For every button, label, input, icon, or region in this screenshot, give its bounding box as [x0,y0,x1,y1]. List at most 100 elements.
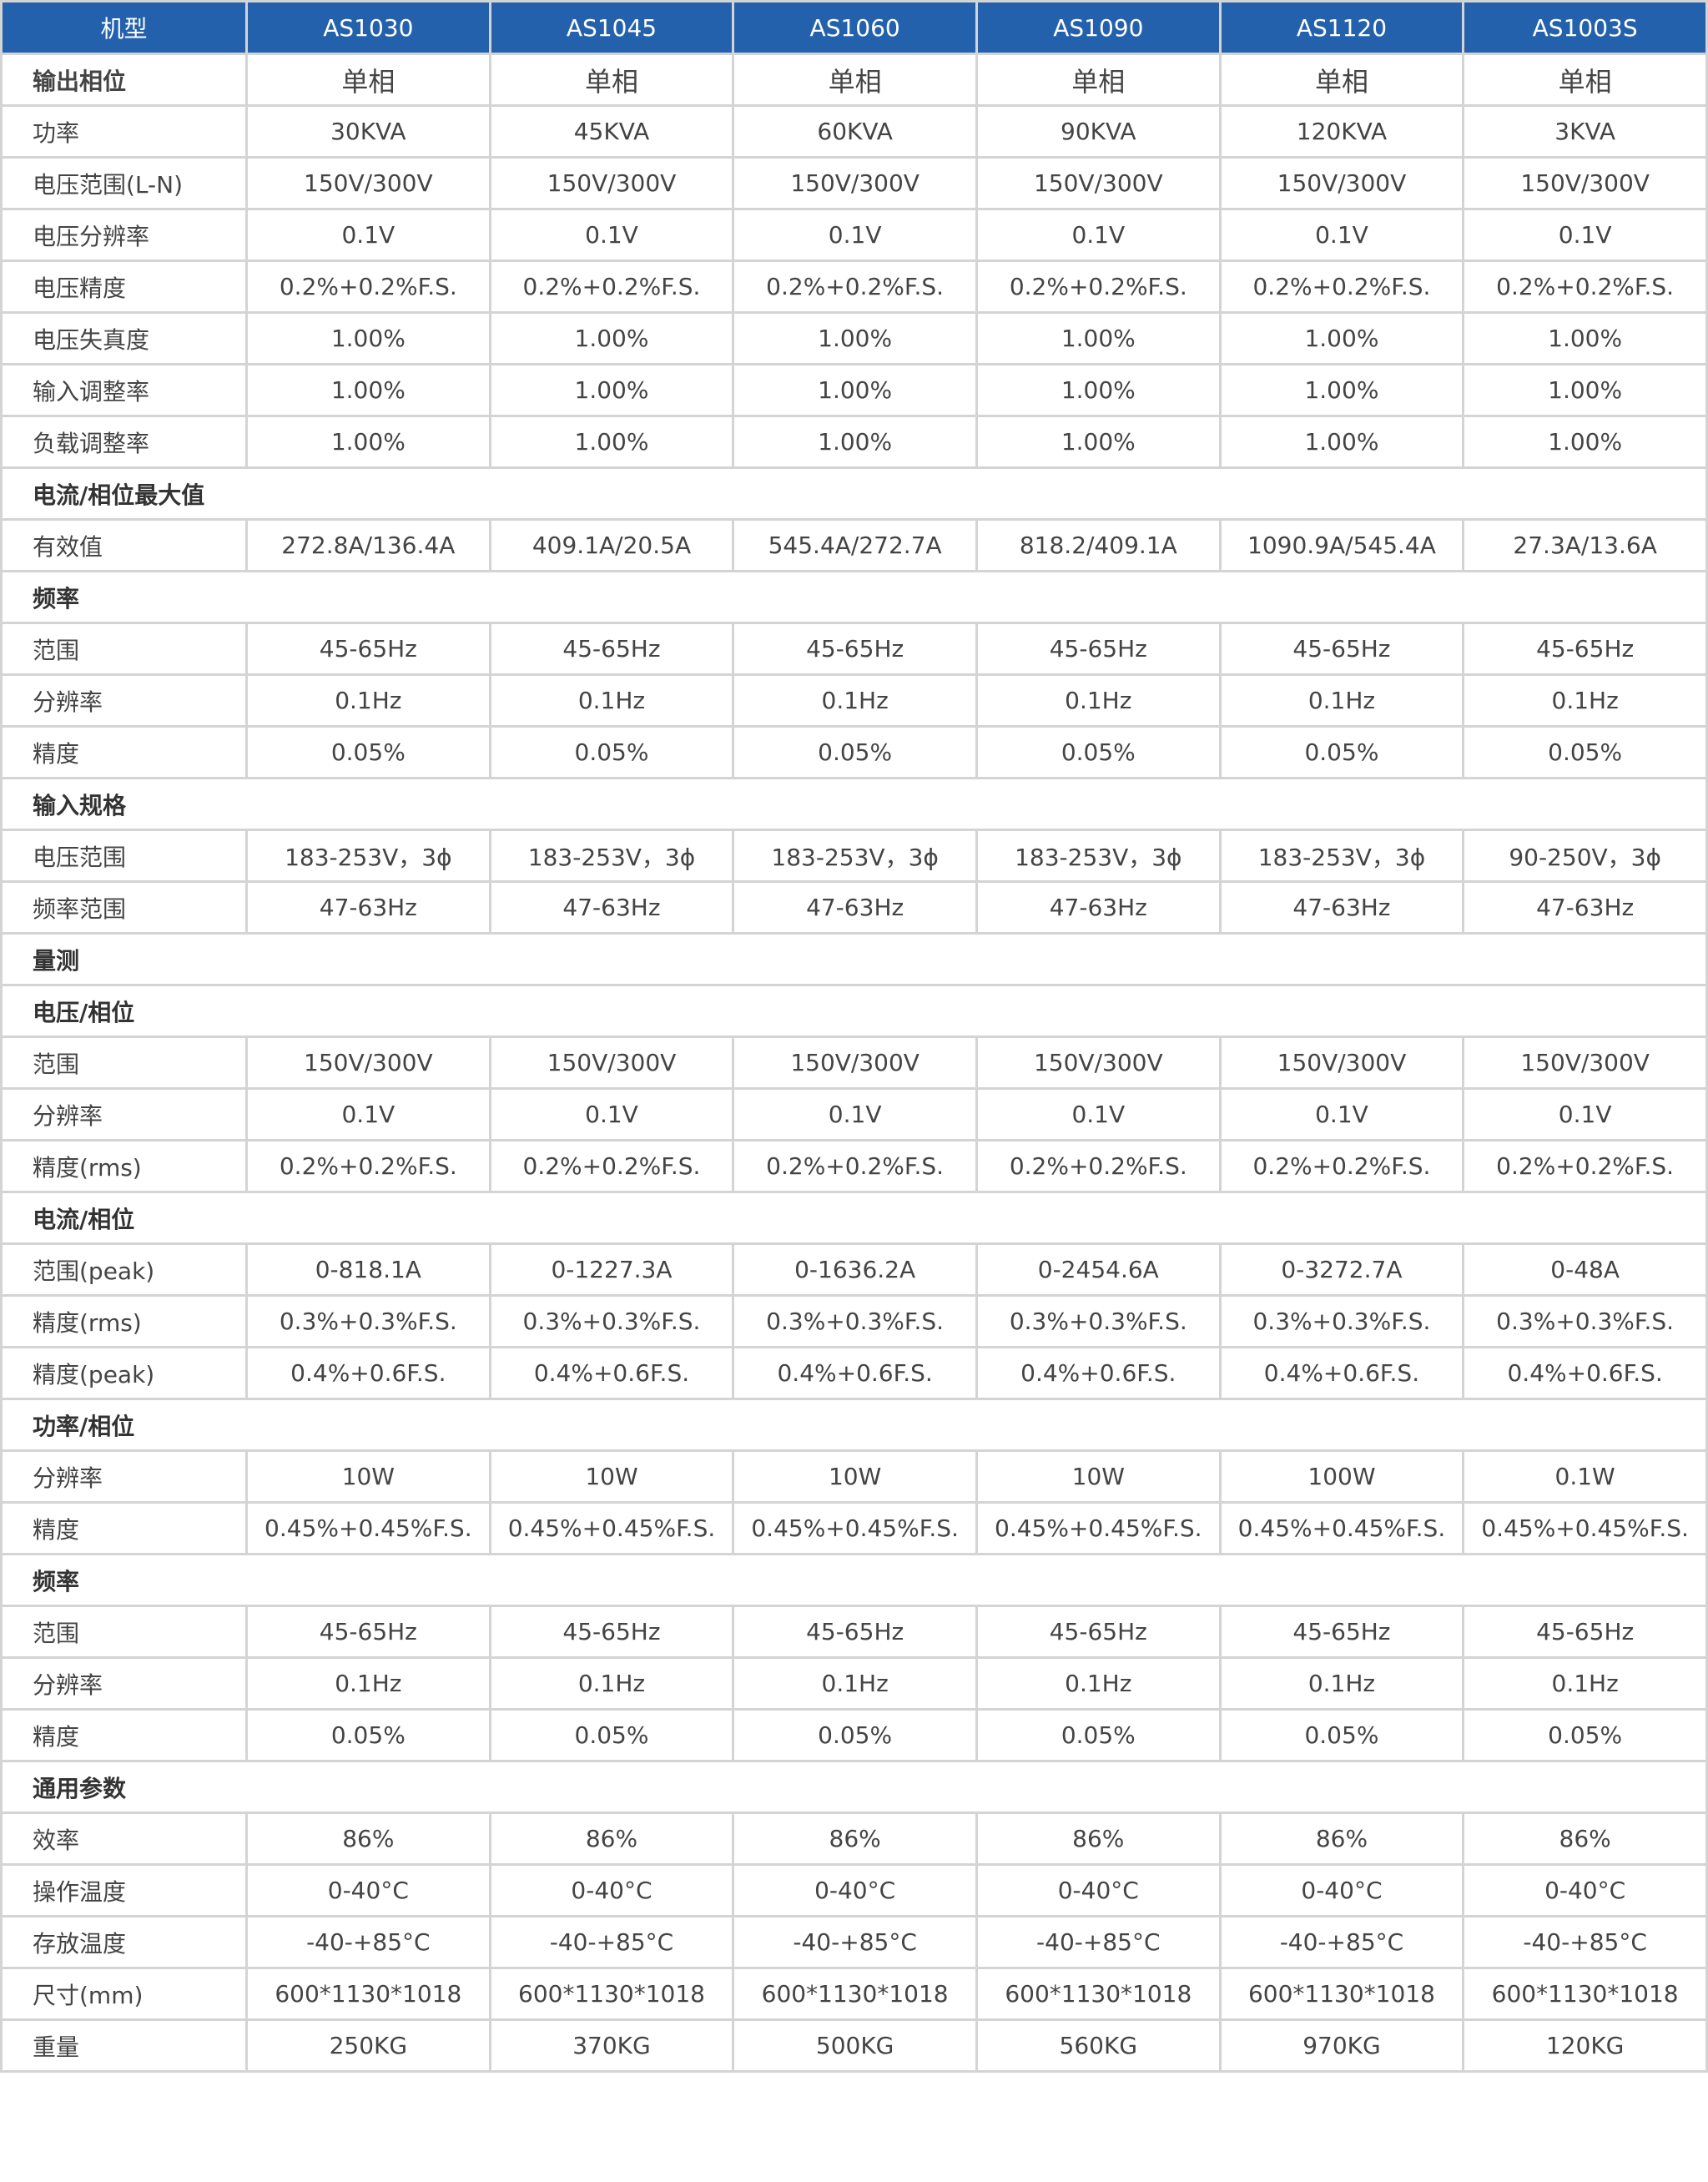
row-label: 重量 [0,2018,248,2073]
cell-value: 0.1V [488,208,735,262]
cell-value: 45-65Hz [1218,1605,1465,1659]
table-row: 精度 0.05% 0.05% 0.05% 0.05% 0.05% 0.05% [0,725,1708,779]
cell-value: 0.05% [1462,1708,1708,1762]
header-model-label: 机型 [0,0,248,55]
cell-value: 60KVA [732,104,978,159]
table-row: 范围(peak) 0-818.1A 0-1227.3A 0-1636.2A 0-2454… [0,1242,1708,1297]
cell-value: 45-65Hz [488,1605,735,1659]
cell-value: 86% [975,1812,1222,1866]
cell-value: 0.05% [245,1708,491,1762]
cell-value: 0.2%+0.2%F.S. [732,1139,978,1193]
cell-value: 183-253V，3ϕ [488,829,735,883]
cell-value: 86% [1462,1812,1708,1866]
cell-value: 1.00% [732,415,978,469]
cell-value: 818.2/409.1A [975,518,1222,572]
cell-value: 10W [245,1449,491,1504]
row-label: 精度(rms) [0,1294,248,1348]
section-row: 量测 [0,932,1708,986]
cell-value: 0.2%+0.2%F.S. [245,260,491,314]
cell-value: 0.1Hz [488,1656,735,1711]
cell-value: 45-65Hz [1218,622,1465,676]
cell-value: 0.1Hz [488,673,735,728]
row-label: 分辨率 [0,1449,248,1504]
cell-value: 0-818.1A [245,1242,491,1297]
row-label: 范围(peak) [0,1242,248,1297]
cell-value: 47-63Hz [245,880,491,935]
cell-value: 45-65Hz [732,1605,978,1659]
cell-value: 0.2%+0.2%F.S. [1218,260,1465,314]
cell-value: 0.1V [975,208,1222,262]
cell-value: 150V/300V [245,1036,491,1090]
row-label: 频率范围 [0,880,248,935]
cell-value: 560KG [975,2018,1222,2073]
row-label: 电压失真度 [0,311,248,365]
table-row: 重量 250KG 370KG 500KG 560KG 970KG 120KG [0,2018,1708,2073]
cell-value: 0.1V [732,1087,978,1141]
cell-value: 0.45%+0.45%F.S. [488,1501,735,1555]
cell-value: 单相 [1218,53,1465,107]
cell-value: 183-253V，3ϕ [245,829,491,883]
cell-value: 0.1Hz [975,673,1222,728]
cell-value: 600*1130*1018 [1462,1967,1708,2021]
cell-value: 0.45%+0.45%F.S. [245,1501,491,1555]
cell-value: 0.3%+0.3%F.S. [245,1294,491,1348]
cell-value: 500KG [732,2018,978,2073]
cell-value: 单相 [975,53,1222,107]
cell-value: 120KG [1462,2018,1708,2073]
row-label: 分辨率 [0,1656,248,1711]
cell-value: 150V/300V [732,156,978,210]
cell-value: 970KG [1218,2018,1465,2073]
row-label: 范围 [0,1036,248,1090]
cell-value: 600*1130*1018 [245,1967,491,2021]
table-row: 电压精度 0.2%+0.2%F.S. 0.2%+0.2%F.S. 0.2%+0.2%F… [0,260,1708,314]
cell-value: 0.1Hz [1462,673,1708,728]
cell-value: 0-40°C [732,1863,978,1917]
table-row: 电压失真度 1.00% 1.00% 1.00% 1.00% 1.00% 1.00% [0,311,1708,365]
cell-value: 0.4%+0.6F.S. [1218,1346,1465,1400]
cell-value: 150V/300V [1218,156,1465,210]
cell-value: 45-65Hz [732,622,978,676]
cell-value: 0.1Hz [245,673,491,728]
cell-value: 0.1V [1218,208,1465,262]
cell-value: 0.1V [732,208,978,262]
cell-value: 600*1130*1018 [975,1967,1222,2021]
cell-value: 45-65Hz [975,1605,1222,1659]
row-label: 范围 [0,1605,248,1659]
cell-value: 0.1Hz [1462,1656,1708,1711]
cell-value: 0.45%+0.45%F.S. [975,1501,1222,1555]
row-label: 精度 [0,1501,248,1555]
section-title: 输入规格 [0,777,1708,831]
cell-value: 600*1130*1018 [488,1967,735,2021]
cell-value: 3KVA [1462,104,1708,159]
table-row: 精度(rms) 0.3%+0.3%F.S. 0.3%+0.3%F.S. 0.3%+0.… [0,1294,1708,1348]
table-row: 电压分辨率 0.1V 0.1V 0.1V 0.1V 0.1V 0.1V [0,208,1708,262]
cell-value: 183-253V，3ϕ [975,829,1222,883]
cell-value: 单相 [1462,53,1708,107]
section-row: 电压/相位 [0,984,1708,1038]
row-label: 负载调整率 [0,415,248,469]
cell-value: 1.00% [1218,415,1465,469]
cell-value: 0.05% [1462,725,1708,779]
table-row: 功率 30KVA 45KVA 60KVA 90KVA 120KVA 3KVA [0,104,1708,159]
cell-value: 0-40°C [245,1863,491,1917]
cell-value: 27.3A/13.6A [1462,518,1708,572]
row-label: 精度(rms) [0,1139,248,1193]
table-row: 精度(peak) 0.4%+0.6F.S. 0.4%+0.6F.S. 0.4%+0.6… [0,1346,1708,1400]
cell-value: 47-63Hz [975,880,1222,935]
cell-value: 0.4%+0.6F.S. [975,1346,1222,1400]
row-label: 尺寸(mm) [0,1967,248,2021]
cell-value: 150V/300V [1462,156,1708,210]
cell-value: 250KG [245,2018,491,2073]
cell-value: 0.05% [975,1708,1222,1762]
cell-value: 0-2454.6A [975,1242,1222,1297]
cell-value: 86% [732,1812,978,1866]
cell-value: 183-253V，3ϕ [1218,829,1465,883]
cell-value: 45-65Hz [1462,1605,1708,1659]
cell-value: 545.4A/272.7A [732,518,978,572]
cell-value: 1.00% [1462,415,1708,469]
cell-value: 47-63Hz [488,880,735,935]
table-row: 范围 45-65Hz 45-65Hz 45-65Hz 45-65Hz 45-65Hz 45-… [0,1605,1708,1659]
cell-value: 47-63Hz [1218,880,1465,935]
cell-value: 1090.9A/545.4A [1218,518,1465,572]
row-label: 分辨率 [0,673,248,728]
